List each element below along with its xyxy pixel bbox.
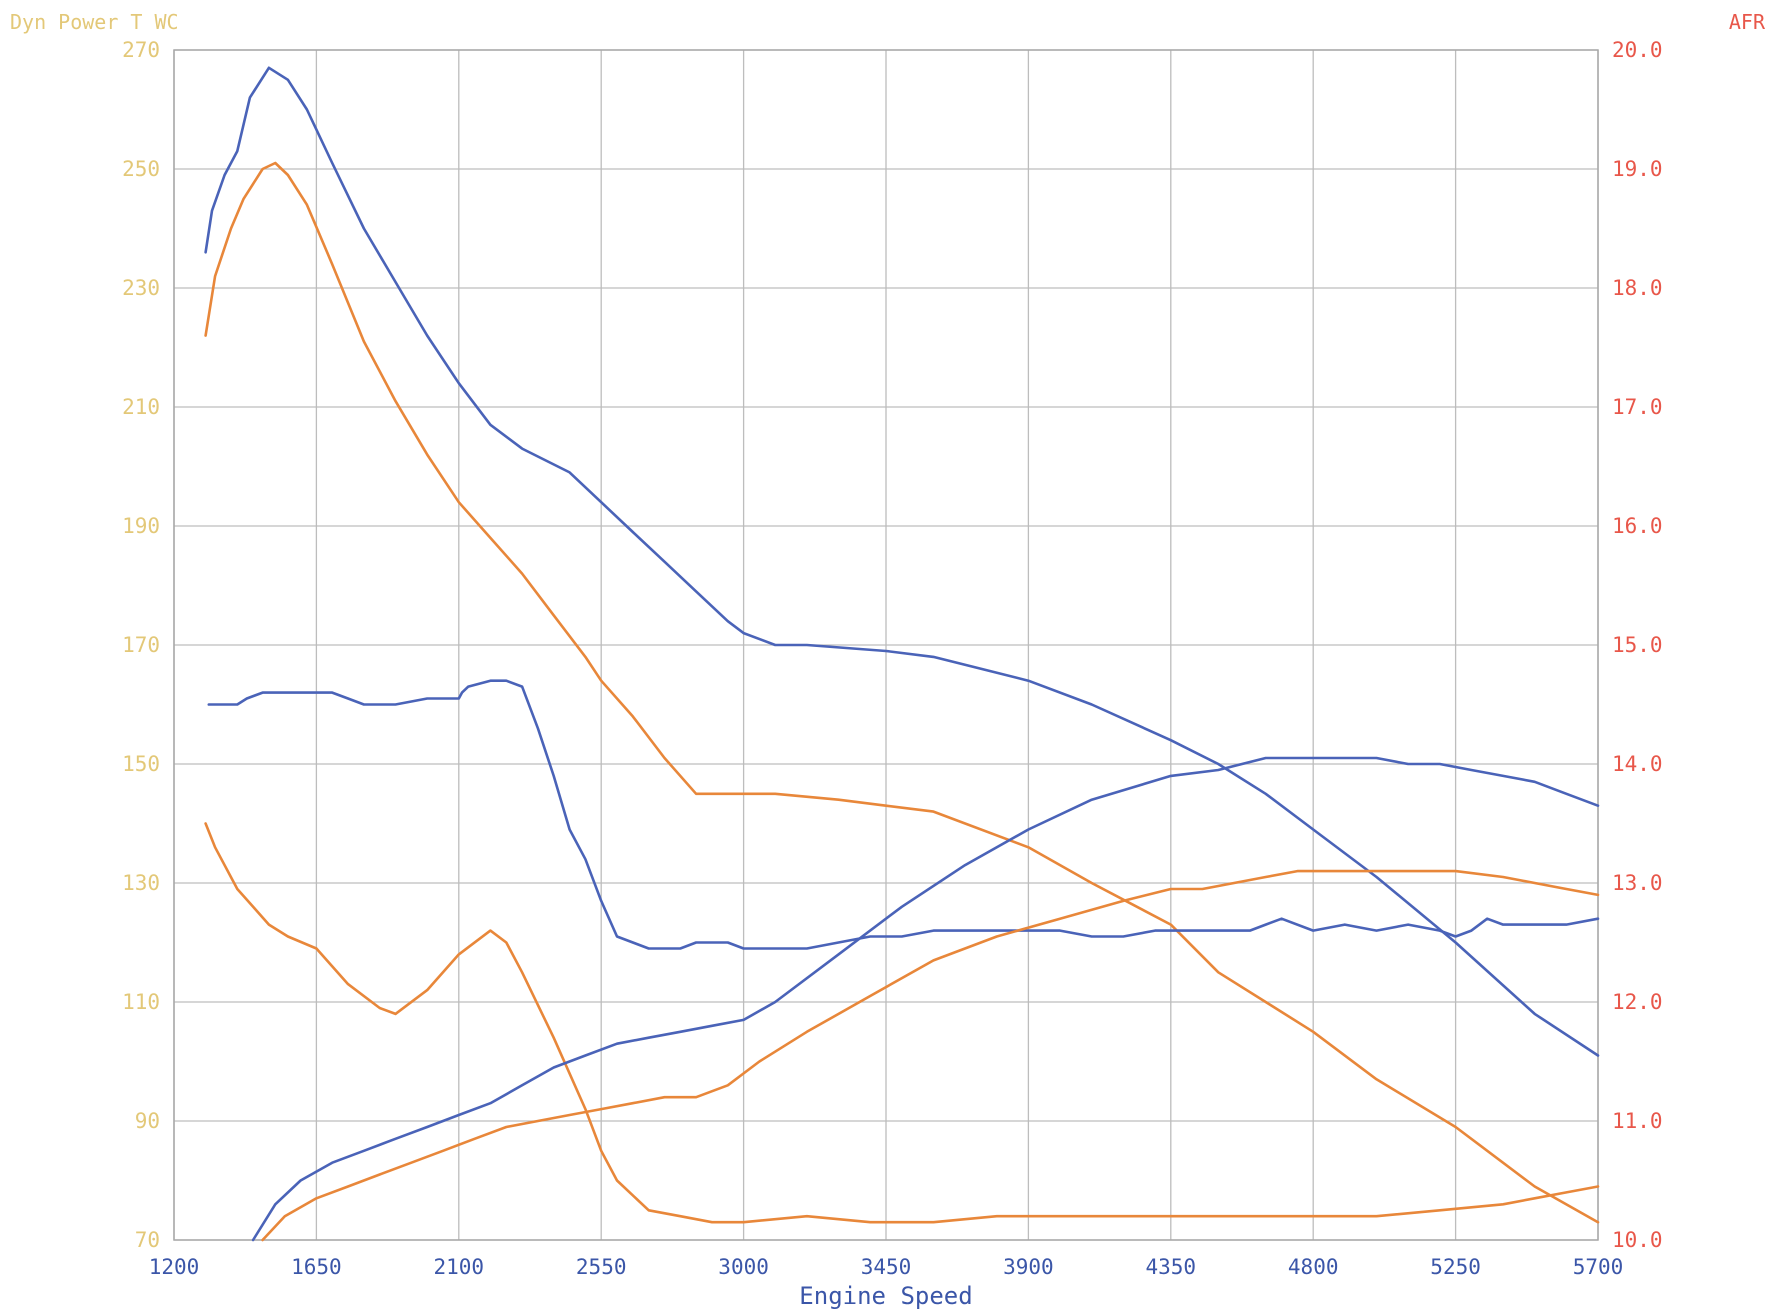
x-tick-label-0: 1200 bbox=[149, 1255, 200, 1279]
series-line-4 bbox=[251, 756, 1600, 1242]
right-axis-ticks: 10.0 11.0 12.0 13.0 14.0 15.0 16.0 17.0 18.0 19.0… bbox=[1612, 38, 1663, 1252]
x-tick-label-9: 5250 bbox=[1430, 1255, 1481, 1279]
right-tick-label-4: 14.0 bbox=[1612, 752, 1663, 776]
x-axis-ticks: 1200 1650 2100 2550 3000 3450 3900 4350 4800 5250… bbox=[149, 1255, 1624, 1279]
right-tick-label-1: 11.0 bbox=[1612, 1109, 1663, 1133]
left-tick-label-7: 210 bbox=[122, 395, 160, 419]
right-tick-label-2: 12.0 bbox=[1612, 990, 1663, 1014]
x-tick-label-4: 3000 bbox=[718, 1255, 769, 1279]
series-line-3 bbox=[204, 822, 1600, 1224]
left-tick-label-9: 250 bbox=[122, 157, 160, 181]
right-tick-label-10: 20.0 bbox=[1612, 38, 1663, 62]
right-axis-title: AFR bbox=[1729, 10, 1766, 34]
x-tick-label-1: 1650 bbox=[291, 1255, 342, 1279]
series-line-2 bbox=[207, 679, 1600, 950]
series-line-5 bbox=[261, 869, 1600, 1242]
left-tick-label-10: 270 bbox=[122, 38, 160, 62]
right-tick-label-8: 18.0 bbox=[1612, 276, 1663, 300]
right-tick-label-7: 17.0 bbox=[1612, 395, 1663, 419]
series-group bbox=[204, 66, 1600, 1242]
right-tick-label-0: 10.0 bbox=[1612, 1228, 1663, 1252]
plot-frame bbox=[173, 49, 1599, 1241]
left-tick-label-8: 230 bbox=[122, 276, 160, 300]
left-tick-label-0: 70 bbox=[135, 1228, 160, 1252]
left-tick-label-3: 130 bbox=[122, 871, 160, 895]
left-tick-label-2: 110 bbox=[122, 990, 160, 1014]
x-tick-label-2: 2100 bbox=[434, 1255, 485, 1279]
x-axis-title: Engine Speed bbox=[799, 1282, 972, 1310]
left-axis-title: Dyn Power T WC bbox=[10, 10, 179, 34]
x-tick-label-6: 3900 bbox=[1003, 1255, 1054, 1279]
left-axis-ticks: 70 90 110 130 150 170 190 210 230 250 270 bbox=[122, 38, 160, 1252]
left-tick-label-5: 170 bbox=[122, 633, 160, 657]
left-tick-label-6: 190 bbox=[122, 514, 160, 538]
x-tick-label-3: 2550 bbox=[576, 1255, 627, 1279]
left-tick-label-1: 90 bbox=[135, 1109, 160, 1133]
grid bbox=[173, 49, 1599, 1241]
x-tick-label-8: 4800 bbox=[1288, 1255, 1339, 1279]
series-line-0 bbox=[204, 66, 1600, 1057]
right-tick-label-5: 15.0 bbox=[1612, 633, 1663, 657]
right-tick-label-9: 19.0 bbox=[1612, 157, 1663, 181]
right-tick-label-3: 13.0 bbox=[1612, 871, 1663, 895]
left-tick-label-4: 150 bbox=[122, 752, 160, 776]
right-tick-label-6: 16.0 bbox=[1612, 514, 1663, 538]
x-tick-label-7: 4350 bbox=[1146, 1255, 1197, 1279]
x-tick-label-10: 5700 bbox=[1573, 1255, 1624, 1279]
series-line-1 bbox=[204, 161, 1600, 1224]
x-tick-label-5: 3450 bbox=[861, 1255, 912, 1279]
